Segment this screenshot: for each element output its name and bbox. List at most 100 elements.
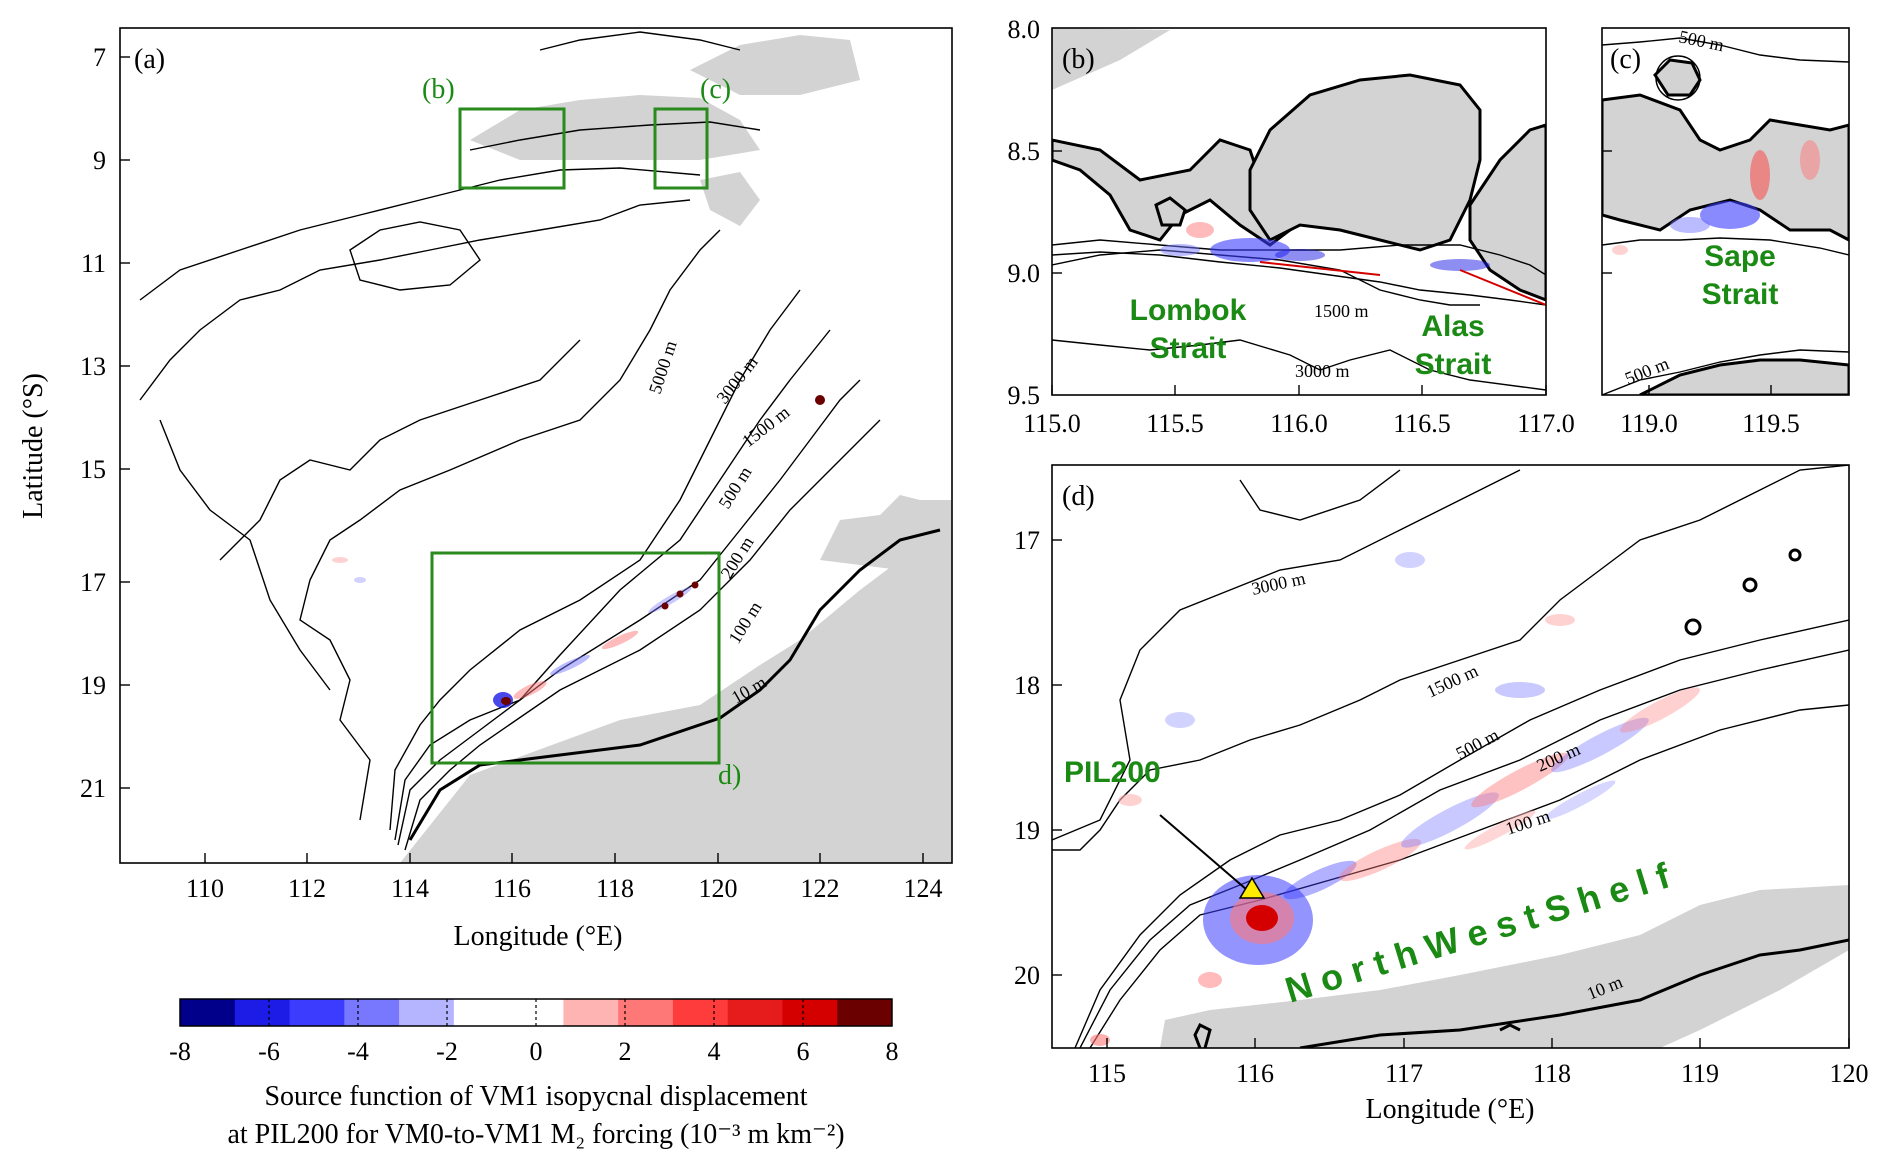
colorbar-swatch [672,999,729,1026]
land-nw-shelf [1160,885,1849,1048]
d-contour-label: 500 m [1452,725,1502,764]
station-leader-line [1159,814,1255,897]
land-sumbawa [700,172,760,226]
d-contour-label: 3000 m [1250,568,1307,599]
colorbar-swatch [399,999,455,1026]
a-xtick: 116 [493,874,531,903]
a-xtick: 122 [801,874,840,903]
a-ytick: 13 [80,352,106,381]
colorbar-swatch [180,999,236,1026]
a-ytick: 11 [81,249,106,278]
a-contour-label: 500 m [714,463,755,512]
panel-a-frame [119,27,953,864]
b-name-strait: Strait [1415,348,1492,381]
b-name-alas: Alas [1421,310,1484,343]
panel-d-frame [1051,464,1850,1049]
land-sumbawa-west [1468,123,1546,302]
source-function-patches [332,395,825,708]
colorbar-swatch [344,999,400,1026]
colorbar-tick: -4 [347,1037,369,1066]
b-name-lombok: Lombok [1130,294,1247,327]
a-ytick: 7 [93,43,106,72]
d-xtick: 120 [1830,1059,1869,1088]
colorbar-tick: 6 [797,1037,810,1066]
b-ytick: 9.5 [1008,381,1041,410]
box-label-c: (c) [700,74,731,105]
colorbar-swatch [289,999,345,1026]
d-contour-label: 1500 m [1423,660,1481,701]
a-ytick: 21 [80,774,106,803]
a-contour-label: 100 m [724,598,765,647]
panel-d-ticks [1052,539,1850,1048]
c-name-sape: Sape [1704,240,1776,273]
station-label: PIL200 [1064,756,1161,789]
land-australia-north [820,495,952,570]
panel-a-ticks [120,56,924,863]
a-contour-label: 1500 m [738,402,793,451]
a-contour-label: 3000 m [712,352,761,407]
land-komodo [1653,58,1702,97]
panel-b: 115.0 115.5 116.0 116.5 117.0 8.0 8.5 9.… [1008,15,1575,438]
a-ytick: 17 [80,568,106,597]
c-xtick: 119.0 [1620,409,1678,438]
a-xtick: 120 [699,874,738,903]
land-lombok [1248,73,1482,252]
station-marker-pil200 [1238,876,1266,899]
colorbar-tick: -8 [169,1037,191,1066]
colorbar-label-line2: at PIL200 for VM0-to-VM1 M₂ forcing (10⁻… [227,1119,844,1150]
colorbar-tick: 4 [708,1037,721,1066]
b-signal-patches [1160,222,1546,306]
b-contour-label: 1500 m [1314,301,1369,321]
inset-box-d [430,551,721,765]
inset-boxes [430,107,721,765]
d-xtick: 117 [1385,1059,1423,1088]
coastline-10m [1299,938,1849,1048]
box-label-b: (b) [422,74,455,105]
a-xtick: 118 [596,874,634,903]
d-ytick: 19 [1014,816,1040,845]
b-ytick: 9.0 [1008,259,1041,288]
b-xtick: 116.5 [1393,409,1451,438]
c-name-strait: Strait [1702,278,1779,311]
panel-b-ticks [1051,150,1547,395]
panel-a: 110 112 114 116 118 120 122 124 7 9 11 1… [18,27,953,952]
a-xlabel: Longitude (°E) [453,921,622,952]
a-xtick: 124 [904,874,943,903]
a-ylabel: Latitude (°S) [18,373,49,519]
land-bali [1052,28,1170,90]
b-ytick: 8.5 [1008,137,1041,166]
b-contours [1052,239,1546,391]
coastline-10m [408,528,941,841]
d-signal-patches [1090,552,1700,1046]
b-xtick: 117.0 [1517,409,1575,438]
c-signal-patches [1612,140,1820,255]
colorbar: -8 -6 -4 -2 0 2 4 6 8 Source function of… [169,998,899,1150]
bathymetry-contours [139,31,881,851]
colorbar-swatch [618,999,674,1026]
c-contours [1602,37,1849,395]
a-xtick: 112 [288,874,326,903]
colorbar-swatch [727,999,783,1026]
colorbar-swatch [837,999,893,1026]
colorbar-swatch [563,999,619,1026]
land-australia [400,520,952,863]
c-contour-label: 500 m [1677,26,1726,55]
panel-d: 115 116 117 118 119 120 17 18 19 20 Long… [1014,464,1869,1125]
a-ytick: 19 [80,671,106,700]
d-xtick: 115 [1088,1059,1126,1088]
colorbar-swatch [453,999,510,1026]
land-nusa-penida [1154,196,1187,227]
colorbar-swatch [234,999,291,1026]
b-ytick: 8.0 [1008,15,1041,44]
panel-d-label: (d) [1062,481,1095,512]
panel-c-label: (c) [1610,44,1641,75]
c-xtick: 119.5 [1742,409,1800,438]
land-islands-ne [690,35,860,95]
colorbar-tick: -6 [258,1037,280,1066]
d-ytick: 17 [1014,526,1040,555]
colorbar-tick-lines [268,999,804,1026]
b-contour-label: 3000 m [1295,361,1350,381]
d-xtick: 118 [1533,1059,1571,1088]
panel-c: 119.0 119.5 (c) Sape Strait 500 m 500 m [1601,26,1850,438]
